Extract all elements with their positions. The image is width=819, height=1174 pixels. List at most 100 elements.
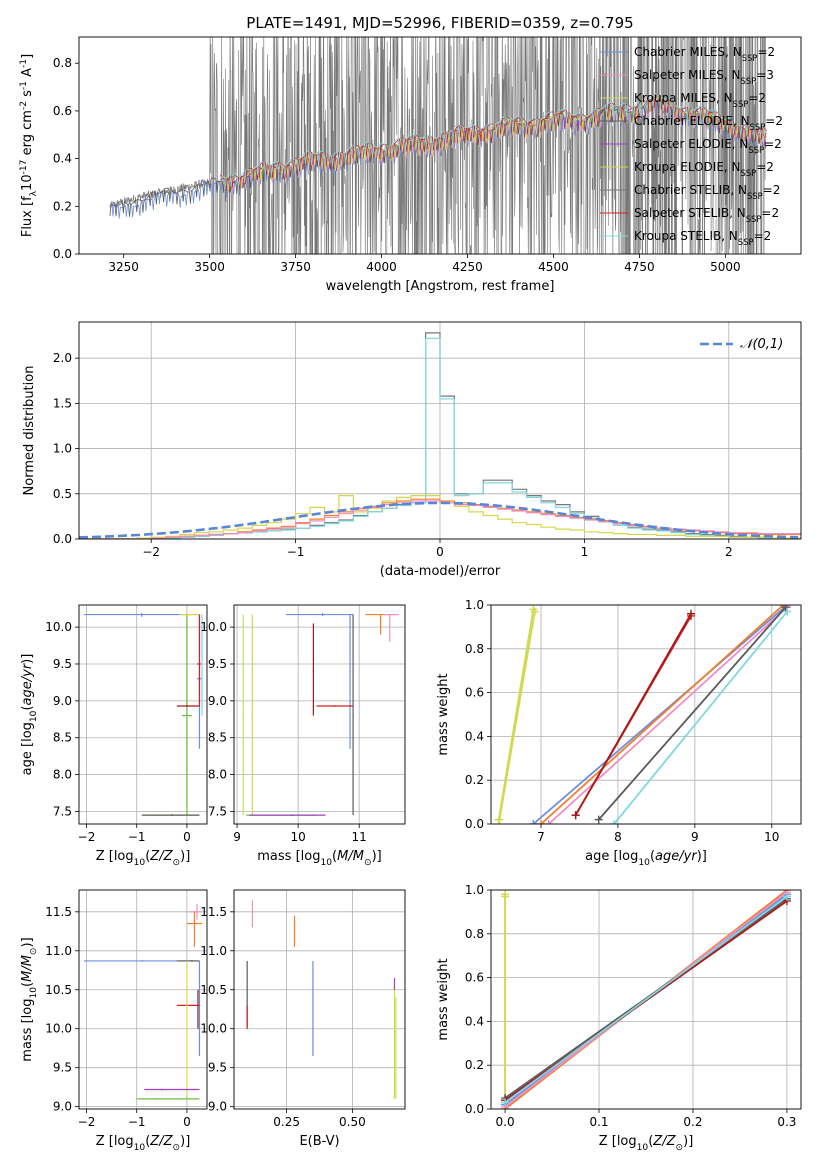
x-tick-label: 1: [581, 545, 589, 559]
series-marker: [501, 890, 510, 899]
error-bar: [141, 814, 200, 816]
y-axis-label: age [log10(age/yr)]: [20, 654, 39, 776]
label-text: =3: [756, 68, 774, 82]
panel-spectrum: 3250 3500 3750 4000 4250 4500 4750 5000 0.0 0.2 0.…: [19, 36, 802, 294]
label-text: Chabrier MILES, N: [634, 45, 742, 59]
series-marker: [610, 820, 619, 824]
label-text: wavelength [Angstrom, rest frame]: [326, 279, 555, 294]
x-tick-label: −1: [287, 545, 305, 559]
x-tick-label: 3250: [108, 260, 139, 274]
label-text: age [log: [20, 722, 35, 775]
label-text: Salpeter MILES, N: [634, 68, 741, 82]
y-tick-label: 10.0: [200, 620, 227, 634]
x-tick-label: 0.25: [273, 1115, 300, 1129]
x-tick-label: 0.1: [589, 1115, 608, 1129]
y-tick-label: 11.5: [45, 905, 72, 919]
y-tick-label: 0.2: [53, 199, 72, 213]
label-sub: SSP: [733, 99, 749, 109]
label-sub: 10: [320, 858, 332, 868]
y-tick-label: 9.5: [53, 1061, 72, 1075]
x-tick-label: 4750: [624, 260, 655, 274]
y-tick-label: 0.0: [53, 532, 72, 546]
series: [544, 605, 792, 824]
x-tick-label: −2: [142, 545, 160, 559]
y-tick-label: 1.5: [53, 396, 72, 410]
label-text: =2: [756, 160, 774, 174]
axes-frame: [233, 889, 406, 1110]
error-bar: [186, 960, 188, 1099]
label-text: ]: [20, 54, 35, 59]
axes-frame: [490, 604, 802, 825]
y-tick-label: 2.0: [53, 351, 72, 365]
x-axis-label: mass [log10(M/M⊙)]: [257, 849, 381, 868]
plot-area: [109, 37, 767, 254]
label-text: age [log: [585, 849, 638, 864]
x-tick-label: −2: [78, 1115, 96, 1129]
label-text: Kroupa ELODIE, N: [634, 160, 741, 174]
histogram-step: [79, 495, 801, 539]
legend-label: 𝒩(0,1): [740, 337, 783, 352]
label-sub: 10: [134, 858, 146, 868]
label-sub: SSP: [741, 168, 757, 178]
series-marker: [781, 605, 790, 612]
series: [529, 605, 792, 824]
x-tick-label: 3500: [194, 260, 225, 274]
y-tick-label: 0.8: [465, 927, 484, 941]
y-tick-label: 10.5: [45, 983, 72, 997]
plot-area: [84, 613, 203, 816]
y-tick-label: 9.0: [53, 1100, 72, 1114]
x-tick-label: 0.0: [496, 1115, 515, 1129]
label-text: )]: [180, 849, 190, 864]
label-text: (data-model)/error: [380, 564, 501, 579]
label-text: Normed distribution: [22, 366, 37, 496]
label-sub: 10: [134, 1143, 146, 1153]
series-marker: [783, 607, 792, 616]
y-tick-label: 8.5: [208, 731, 227, 745]
x-axis-label: (data-model)/error: [380, 564, 501, 579]
label-text: Chabrier ELODIE, N: [634, 114, 750, 128]
label-text: =2: [748, 91, 766, 105]
y-axis-label: Flux [fλ10-17 erg cm-2 s-1 A-1]: [19, 54, 39, 237]
y-tick-label: 0.8: [465, 642, 484, 656]
error-bar: [285, 613, 354, 617]
x-tick-label: 0.50: [339, 1115, 366, 1129]
axes-frame: [78, 889, 208, 1110]
label-text: =2: [754, 229, 772, 243]
series-line: [497, 609, 535, 820]
label-text: (: [145, 1134, 150, 1149]
y-tick-label: 11.5: [200, 905, 227, 919]
model-spectrum-line: [219, 93, 767, 190]
y-tick-label: 0.4: [53, 152, 72, 166]
x-tick-label: 0.3: [777, 1115, 796, 1129]
series-line: [548, 606, 788, 824]
error-bar: [200, 614, 203, 716]
error-bar: [198, 960, 201, 1057]
error-bar: [349, 614, 351, 749]
y-tick-label: 7.5: [208, 804, 227, 818]
x-tick-label: −2: [78, 830, 96, 844]
y-tick-label: 1.0: [53, 442, 72, 456]
label-sup: -1: [19, 59, 29, 68]
y-tick-label: 8.0: [208, 768, 227, 782]
legend-label: Chabrier ELODIE, NSSP=2: [634, 114, 783, 132]
label-text: (: [648, 1134, 653, 1149]
y-tick-label: 9.0: [208, 1100, 227, 1114]
y-tick-label: 9.5: [208, 657, 227, 671]
series-line: [598, 606, 787, 821]
label-sub: λ: [29, 190, 39, 196]
y-tick-label: 1.0: [465, 598, 484, 612]
legend-label: Kroupa ELODIE, NSSP=2: [634, 160, 774, 178]
label-text: (: [332, 849, 337, 864]
y-tick-label: 10.5: [200, 983, 227, 997]
panel-massweight-vs-Z: 0.0 0.1 0.2 0.3 0.0 0.2 0.4 0.6 0.8 1.0 Z [log10(Z…: [436, 883, 802, 1153]
label-sub: SSP: [738, 237, 754, 247]
series: [501, 892, 791, 1107]
y-tick-label: 7.5: [53, 804, 72, 818]
series-marker: [571, 811, 580, 820]
plot-area: [79, 332, 801, 539]
y-tick-label: 0.4: [465, 729, 484, 743]
label-text: =2: [757, 45, 775, 59]
